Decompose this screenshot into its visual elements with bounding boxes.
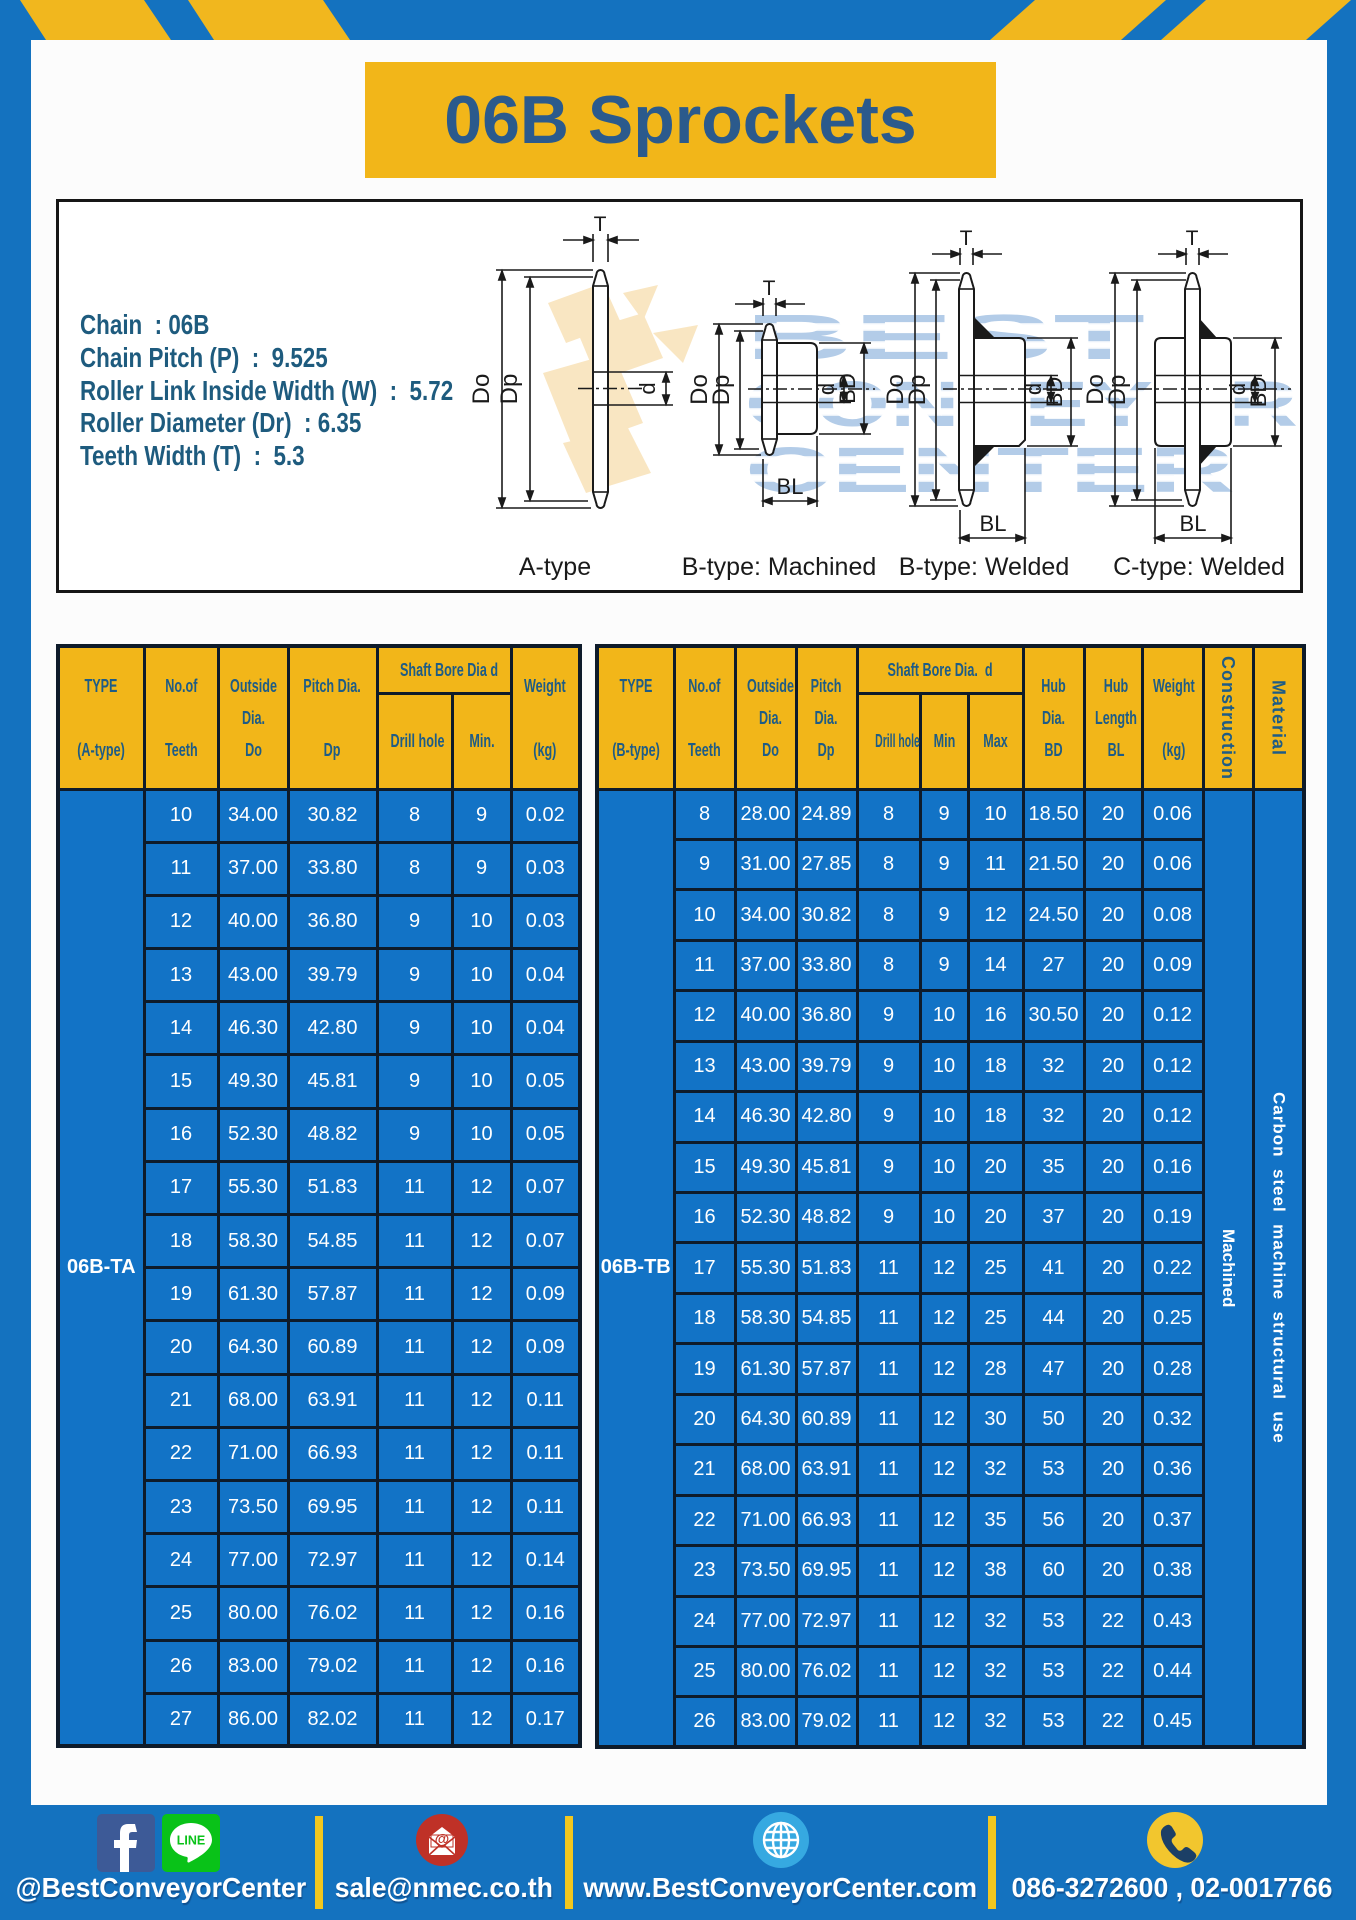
- svg-text:T: T: [763, 277, 776, 300]
- svg-text:BD: BD: [1042, 377, 1067, 408]
- svg-text:@: @: [435, 1831, 450, 1848]
- svg-text:A-type: A-type: [519, 553, 591, 581]
- svg-text:T: T: [960, 227, 973, 250]
- svg-text:Do: Do: [468, 374, 495, 405]
- svg-text:B-type: Welded: B-type: Welded: [899, 553, 1069, 581]
- svg-text:Dp: Dp: [708, 375, 735, 406]
- svg-text:T: T: [1186, 227, 1199, 250]
- svg-text:T: T: [594, 213, 607, 236]
- svg-text:LINE: LINE: [177, 1834, 205, 1848]
- svg-text:Do: Do: [882, 374, 909, 405]
- svg-text:Dp: Dp: [496, 374, 523, 405]
- svg-text:Dp: Dp: [1104, 375, 1131, 406]
- svg-text:Do: Do: [1082, 374, 1109, 405]
- svg-text:d: d: [1225, 383, 1250, 395]
- svg-text:BL: BL: [777, 474, 804, 499]
- svg-text:d: d: [1021, 383, 1046, 395]
- svg-text:BL: BL: [980, 511, 1007, 536]
- svg-text:BD: BD: [835, 373, 860, 404]
- svg-text:BD: BD: [1246, 377, 1271, 408]
- svg-text:B-type: Machined: B-type: Machined: [682, 553, 877, 581]
- svg-text:Dp: Dp: [904, 375, 931, 406]
- svg-text:d: d: [814, 383, 839, 395]
- svg-text:C-type: Welded: C-type: Welded: [1113, 553, 1285, 581]
- svg-text:Do: Do: [686, 374, 713, 405]
- svg-text:d: d: [635, 382, 660, 394]
- svg-text:BL: BL: [1180, 511, 1207, 536]
